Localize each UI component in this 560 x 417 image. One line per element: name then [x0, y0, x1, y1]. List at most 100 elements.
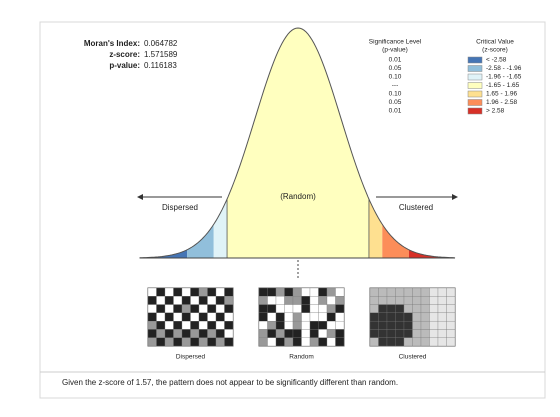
legend-swatch [467, 90, 483, 98]
pattern-cell [318, 287, 328, 297]
pattern-cell [284, 304, 294, 314]
pattern-cell [284, 329, 294, 338]
pattern-cell [437, 329, 447, 338]
pattern-cell [309, 320, 319, 330]
pattern-cell [156, 312, 166, 322]
legend-z: 1.65 - 1.96 [486, 91, 517, 98]
pattern-cell [403, 329, 413, 338]
pattern-cell [207, 296, 217, 305]
pattern-cell [301, 312, 311, 322]
pattern-cell [335, 337, 345, 347]
pattern-cell [412, 337, 422, 347]
pattern-label: Dispersed [176, 354, 206, 361]
pattern-cell [301, 296, 311, 305]
pattern-cell [395, 304, 405, 314]
pattern-cell [395, 287, 405, 297]
pattern-cell [292, 312, 302, 322]
pattern-cell [309, 329, 319, 338]
pattern-cell [420, 329, 430, 338]
curve-label: (Random) [280, 192, 316, 201]
pattern-cell [403, 304, 413, 314]
pattern-cell [267, 296, 277, 305]
pattern-cell [420, 296, 430, 305]
pattern-cell [335, 287, 345, 297]
curve-label: Dispersed [162, 203, 198, 212]
pattern-cell [420, 320, 430, 330]
pattern-cell [395, 320, 405, 330]
pattern-cell [292, 304, 302, 314]
pattern-cell [437, 287, 447, 297]
pattern-cell [412, 312, 422, 322]
pattern-cell [412, 304, 422, 314]
pattern-cell [284, 296, 294, 305]
pattern-cell [318, 337, 328, 347]
pattern-cell [215, 296, 225, 305]
pattern-cell [429, 312, 439, 322]
pattern-cell [429, 329, 439, 338]
pattern-cell [412, 296, 422, 305]
pattern-cell [429, 287, 439, 297]
pattern-cell [275, 337, 285, 347]
pattern-cell [437, 337, 447, 347]
pattern-cell [164, 337, 174, 347]
pattern-cell [446, 329, 456, 338]
pattern-cell [292, 329, 302, 338]
pattern-cell [318, 304, 328, 314]
pattern-cell [164, 287, 174, 297]
pattern-cell [403, 337, 413, 347]
legend-swatch [467, 56, 483, 64]
pattern-cell [369, 312, 379, 322]
pattern-cell [215, 337, 225, 347]
pattern-cell [429, 320, 439, 330]
legend-p: 0.01 [389, 57, 402, 64]
pattern-cell [446, 320, 456, 330]
legend-z: 1.96 - 2.58 [486, 99, 517, 106]
pattern-cell [378, 320, 388, 330]
pattern-cell [198, 312, 208, 322]
legend-z: -1.96 - -1.65 [486, 74, 522, 81]
pattern-cell [173, 337, 183, 347]
legend-header: Critical Value [476, 39, 514, 46]
pattern-cell [181, 329, 191, 338]
pattern-cell [326, 312, 336, 322]
pattern-cell [292, 296, 302, 305]
pattern-cell [156, 287, 166, 297]
pattern-cell [446, 304, 456, 314]
pattern-cell [147, 304, 157, 314]
pattern-cell [386, 320, 396, 330]
stat-label: Moran's Index: [84, 39, 140, 48]
pattern-cell [215, 329, 225, 338]
pattern-cell [335, 320, 345, 330]
pattern-cell [181, 287, 191, 297]
pattern-cell [386, 337, 396, 347]
pattern-cell [190, 320, 200, 330]
pattern-cell [173, 329, 183, 338]
pattern-cell [173, 304, 183, 314]
legend-p: --- [392, 82, 399, 89]
pattern-cell [369, 337, 379, 347]
pattern-cell [147, 329, 157, 338]
pattern-cell [369, 287, 379, 297]
pattern-cell [207, 320, 217, 330]
legend-p: 0.01 [389, 108, 402, 115]
pattern-cell [429, 304, 439, 314]
pattern-cell [224, 337, 234, 347]
pattern-cell [181, 320, 191, 330]
legend-swatch [467, 99, 483, 106]
pattern-cell [284, 320, 294, 330]
pattern-label: Clustered [399, 354, 427, 361]
pattern-cell [369, 304, 379, 314]
stat-value: 0.116183 [144, 61, 177, 70]
pattern-cell [446, 312, 456, 322]
pattern-cell [258, 287, 268, 297]
stats: Moran's Index: 0.064782 z-score: 1.571589 p-… [84, 39, 178, 70]
legend-header: (z-score) [482, 47, 508, 54]
pattern-cell [267, 312, 277, 322]
pattern-cell [267, 320, 277, 330]
pattern-cell [446, 296, 456, 305]
pattern-cell [190, 296, 200, 305]
pattern-cell [190, 287, 200, 297]
pattern-cell [378, 296, 388, 305]
pattern-cell [147, 287, 157, 297]
